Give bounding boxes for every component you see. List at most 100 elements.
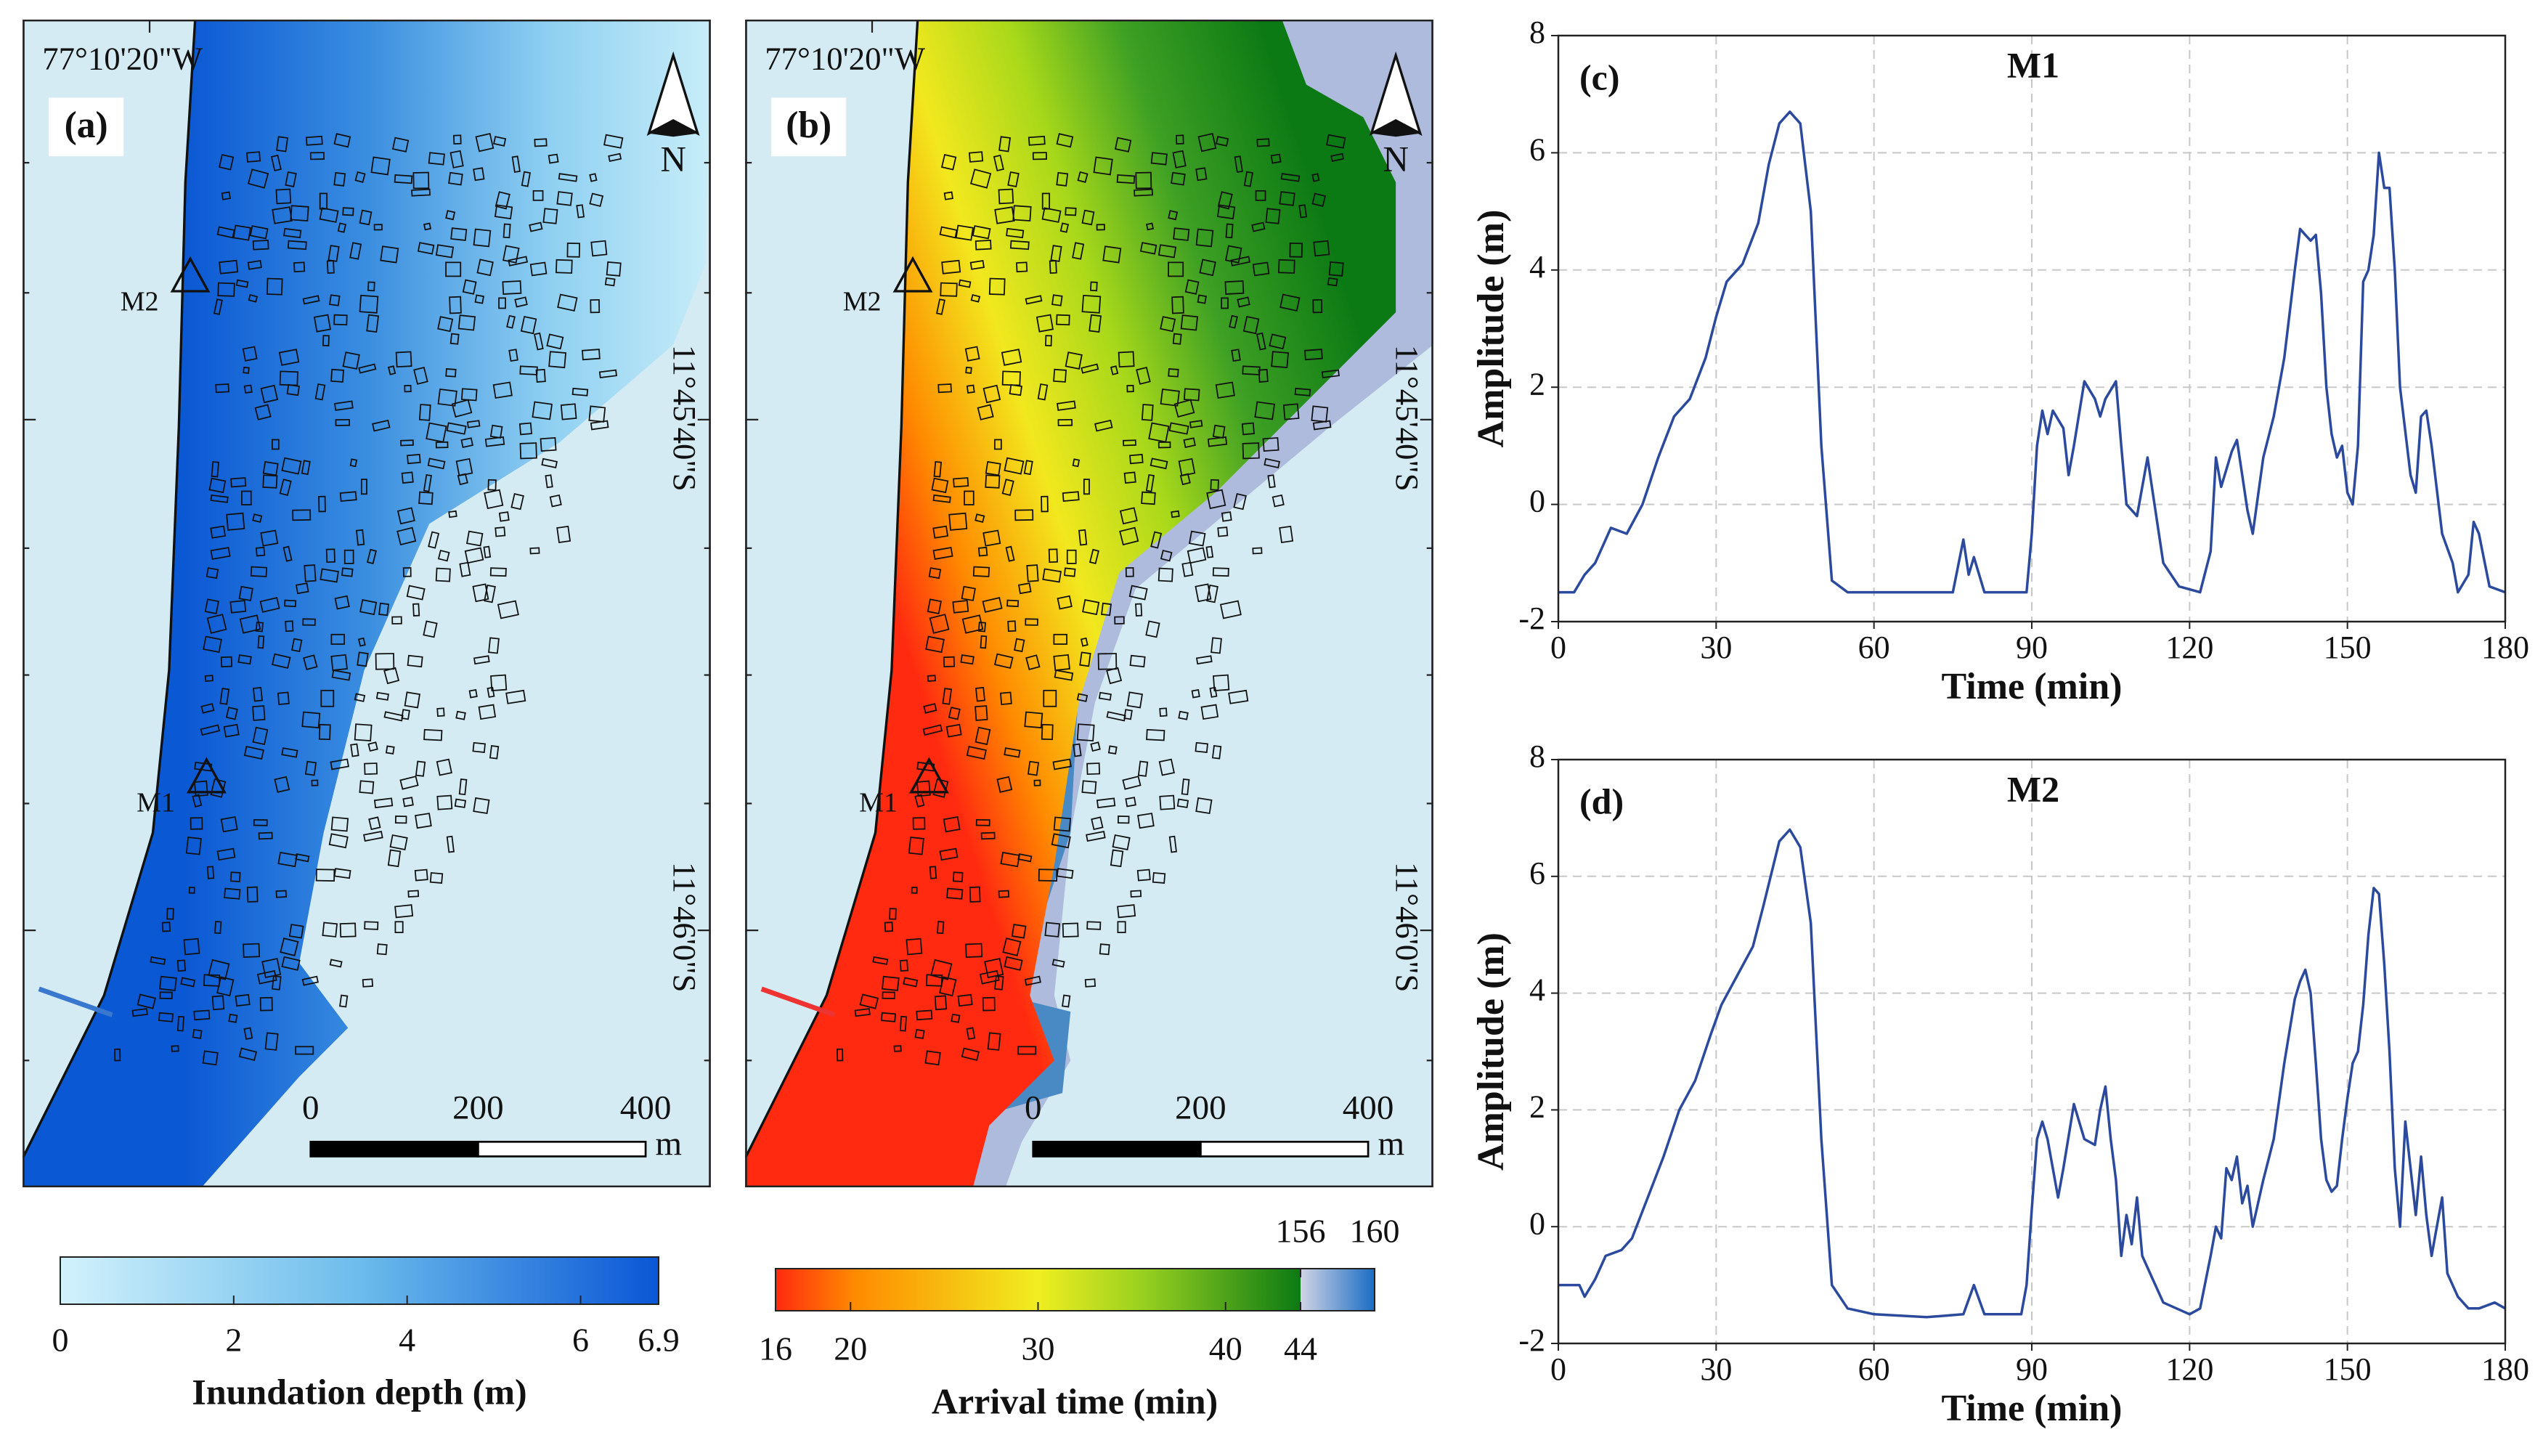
- building: [243, 366, 250, 374]
- building: [1252, 261, 1270, 277]
- building: [428, 531, 440, 549]
- building: [1311, 192, 1327, 208]
- building: [489, 745, 500, 760]
- building: [245, 151, 261, 163]
- building: [418, 404, 431, 421]
- scale-bar-segment: [477, 1140, 647, 1158]
- building: [272, 975, 282, 991]
- building: [373, 224, 383, 231]
- building: [1195, 228, 1214, 248]
- building: [1056, 133, 1074, 148]
- chart-title: M1: [2007, 44, 2059, 85]
- building: [914, 794, 925, 808]
- building: [1093, 156, 1113, 176]
- building: [159, 975, 177, 991]
- colorbar-title: Arrival time (min): [932, 1380, 1218, 1421]
- building: [549, 494, 562, 508]
- building: [203, 635, 222, 654]
- building: [478, 704, 497, 720]
- building: [1054, 670, 1074, 681]
- building: [406, 585, 426, 601]
- scale-tick-label: 200: [452, 1089, 504, 1127]
- panel-label: (d): [1579, 781, 1624, 821]
- building: [254, 404, 272, 420]
- building: [1312, 298, 1323, 314]
- building: [446, 835, 455, 853]
- building: [1037, 383, 1049, 401]
- building: [952, 600, 969, 614]
- building: [206, 614, 227, 634]
- building: [383, 667, 400, 685]
- building: [1110, 849, 1124, 868]
- building: [1080, 637, 1089, 647]
- building: [1002, 938, 1022, 956]
- building: [943, 656, 956, 668]
- building: [1119, 507, 1138, 525]
- building: [979, 969, 1000, 985]
- building: [589, 192, 604, 208]
- building: [364, 762, 378, 776]
- colorbar-tick-label: 40: [1209, 1330, 1242, 1367]
- building: [1168, 368, 1179, 378]
- building: [320, 568, 339, 583]
- building: [1311, 405, 1329, 423]
- building: [542, 208, 558, 224]
- building: [180, 977, 196, 988]
- building: [987, 1032, 1001, 1051]
- building: [1053, 368, 1067, 383]
- building: [1077, 171, 1089, 183]
- building: [487, 686, 495, 698]
- building: [260, 384, 279, 404]
- building: [872, 956, 889, 965]
- building: [354, 723, 373, 742]
- building: [304, 760, 317, 776]
- panel-label: (b): [786, 105, 831, 146]
- building: [521, 171, 532, 187]
- building: [1056, 314, 1070, 326]
- building: [1026, 564, 1039, 582]
- building: [1136, 869, 1151, 882]
- map-frame: [745, 20, 1433, 1187]
- building: [1065, 351, 1083, 370]
- building: [957, 993, 973, 1007]
- panel-label: (a): [65, 105, 108, 146]
- building: [1173, 227, 1190, 241]
- building: [224, 887, 241, 900]
- building: [606, 261, 622, 277]
- scale-tick-label: 0: [302, 1089, 320, 1127]
- building: [246, 886, 259, 903]
- building: [318, 723, 331, 741]
- building: [256, 969, 277, 985]
- building: [161, 922, 171, 932]
- building: [1213, 674, 1230, 691]
- colorbar-tick-label: 160: [1350, 1213, 1400, 1250]
- building: [916, 780, 931, 797]
- building: [916, 1009, 933, 1021]
- building: [359, 599, 378, 616]
- building: [282, 545, 293, 562]
- building: [483, 545, 492, 558]
- building: [1107, 745, 1118, 755]
- building: [215, 383, 229, 394]
- building: [922, 724, 943, 736]
- building: [487, 479, 497, 491]
- building: [1053, 816, 1072, 832]
- building: [932, 494, 951, 503]
- building: [965, 943, 983, 958]
- building: [1206, 489, 1226, 510]
- building: [339, 491, 357, 503]
- building: [1145, 473, 1155, 492]
- building: [582, 349, 601, 361]
- building: [292, 509, 312, 521]
- building: [1189, 420, 1203, 428]
- building: [208, 959, 230, 980]
- building: [423, 728, 443, 741]
- building: [466, 420, 481, 428]
- building: [1007, 620, 1017, 633]
- building: [295, 853, 310, 863]
- building: [342, 207, 354, 216]
- x-tick-label: 0: [1550, 1351, 1566, 1387]
- building: [252, 240, 269, 251]
- building: [1004, 747, 1021, 758]
- building: [1195, 797, 1213, 815]
